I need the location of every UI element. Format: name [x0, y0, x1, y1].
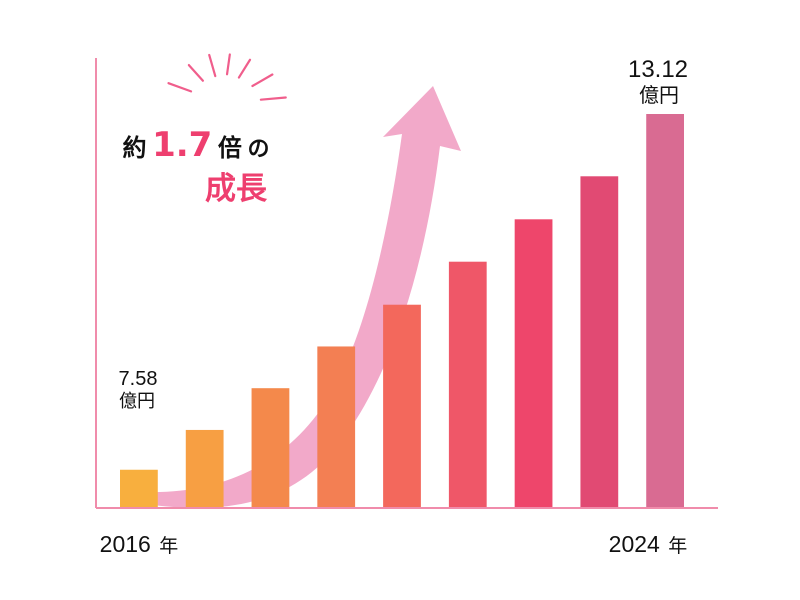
- end-unit-label: 億円: [639, 83, 679, 107]
- x-end-label: 2024 年: [609, 531, 688, 557]
- burst-ray-4: [225, 53, 231, 76]
- x-end-suffix: 年: [668, 535, 687, 557]
- start-value-label: 7.58: [119, 368, 158, 390]
- annotation-number: 1.7: [152, 125, 212, 165]
- bar-2016: [120, 469, 158, 507]
- bar-2022: [514, 219, 553, 507]
- annotation-particle: の: [247, 137, 269, 162]
- x-start-label: 2016 年: [100, 531, 179, 557]
- axis-layer: [95, 58, 718, 509]
- burst-ray-5: [237, 58, 252, 79]
- burst-ray-1: [167, 82, 193, 93]
- burst-ray-2: [187, 63, 205, 82]
- bar-2024: [646, 114, 684, 507]
- burst-ray-6: [251, 73, 274, 88]
- burst-ray-3: [208, 53, 217, 78]
- growth-arrow-layer: [146, 86, 461, 508]
- bar-2023: [580, 176, 619, 508]
- annotation-prefix: 約: [123, 134, 147, 162]
- burst-ray-7: [259, 96, 287, 101]
- burst-layer: [167, 53, 287, 101]
- growth-arrow: [146, 86, 461, 508]
- annotation-line-1: 約 1.7 倍 の: [123, 125, 270, 165]
- x-end-year: 2024: [609, 531, 660, 557]
- bar-2018: [251, 388, 290, 507]
- bars-layer: [120, 114, 684, 508]
- start-unit-label: 億円: [119, 391, 155, 412]
- x-start-year: 2016: [100, 531, 151, 557]
- bar-2020: [383, 304, 421, 507]
- bar-2017: [185, 429, 224, 507]
- annotation-suffix: 倍: [218, 134, 242, 162]
- bar-2019: [317, 346, 356, 507]
- annotation-line-2: 成長: [205, 171, 268, 207]
- end-value-label: 13.12: [628, 56, 688, 83]
- x-start-suffix: 年: [159, 535, 178, 557]
- bar-2021: [448, 261, 487, 507]
